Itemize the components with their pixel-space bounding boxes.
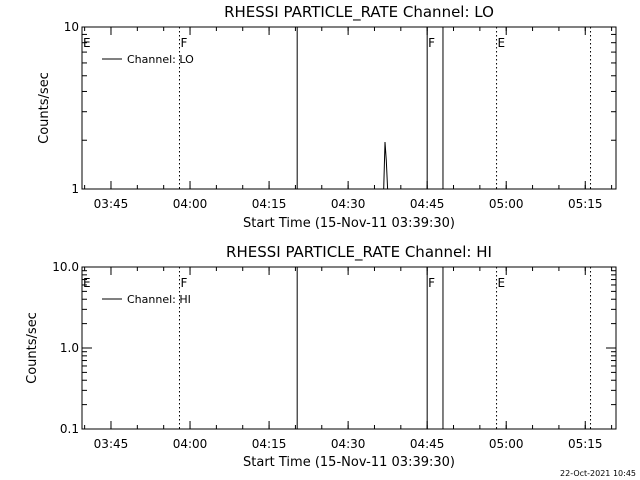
x-tick-label: 05:00 xyxy=(489,197,524,211)
y-tick-label: 10.0 xyxy=(52,260,79,274)
x-tick-label: 04:30 xyxy=(331,197,366,211)
y-tick-label: 1 xyxy=(71,182,79,196)
event-flag: F xyxy=(428,276,435,290)
x-tick-label: 04:00 xyxy=(173,197,208,211)
legend-label: Channel: LO xyxy=(127,53,194,66)
event-flag: F xyxy=(428,36,435,50)
event-flag: F xyxy=(180,36,187,50)
y-tick-label: 1.0 xyxy=(60,341,79,355)
event-flag-left: E xyxy=(83,276,91,290)
legend-label: Channel: HI xyxy=(127,293,191,306)
timestamp: 22-Oct-2021 10:45 xyxy=(560,469,636,478)
event-flag-left: E xyxy=(83,36,91,50)
event-flag: E xyxy=(498,276,506,290)
y-tick-label: 10 xyxy=(64,20,79,34)
x-tick-label: 04:45 xyxy=(410,437,445,451)
x-tick-label: 04:45 xyxy=(410,197,445,211)
x-tick-label: 04:15 xyxy=(252,197,287,211)
y-tick-label: 0.1 xyxy=(60,422,79,436)
x-tick-label: 04:00 xyxy=(173,437,208,451)
plot-frame xyxy=(81,26,617,190)
event-flag: E xyxy=(498,36,506,50)
x-tick-label: 03:45 xyxy=(94,437,129,451)
x-tick-label: 04:30 xyxy=(331,437,366,451)
x-axis-label: Start Time (15-Nov-11 03:39:30) xyxy=(243,216,455,231)
x-axis-label: Start Time (15-Nov-11 03:39:30) xyxy=(243,455,455,470)
plot-frame xyxy=(81,266,617,430)
y-axis-label: Counts/sec xyxy=(25,312,40,384)
x-tick-label: 05:00 xyxy=(489,437,524,451)
panel-hi: RHESSI PARTICLE_RATE Channel: HI 03:45 04:… xyxy=(25,243,617,470)
y-axis-label: Counts/sec xyxy=(37,72,52,144)
x-tick-label: 04:15 xyxy=(252,437,287,451)
x-tick-label: 05:15 xyxy=(568,437,603,451)
chart-title: RHESSI PARTICLE_RATE Channel: HI xyxy=(226,243,492,262)
panel-lo: RHESSI PARTICLE_RATE Channel: LO 03:45 04:… xyxy=(37,3,617,231)
x-tick-label: 05:15 xyxy=(568,197,603,211)
event-flag: F xyxy=(180,276,187,290)
chart-title: RHESSI PARTICLE_RATE Channel: LO xyxy=(224,3,494,22)
series-line xyxy=(383,141,389,190)
x-tick-label: 03:45 xyxy=(94,197,129,211)
